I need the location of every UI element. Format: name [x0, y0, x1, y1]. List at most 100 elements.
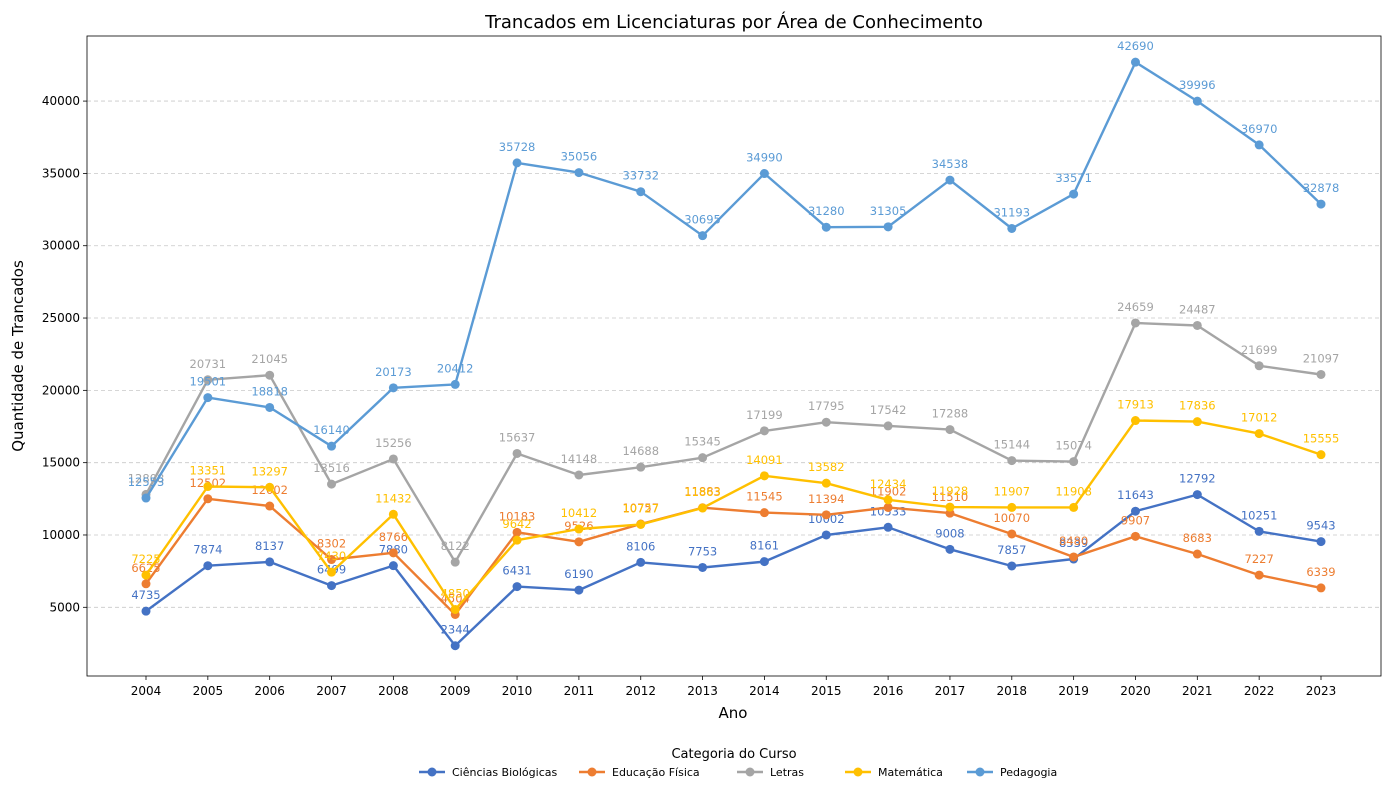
- data-point: [945, 175, 955, 185]
- y-tick-label: 25000: [42, 311, 80, 325]
- data-point: [512, 527, 522, 537]
- x-tick-label: 2016: [873, 684, 904, 698]
- chart-title: Trancados em Licenciaturas por Área de C…: [484, 11, 983, 33]
- data-label: 14148: [561, 452, 598, 466]
- data-point: [512, 158, 522, 168]
- legend-title: Categoria do Curso: [671, 747, 796, 762]
- data-label: 15256: [375, 436, 412, 450]
- x-tick-label: 2014: [749, 684, 780, 698]
- data-point: [450, 379, 460, 389]
- x-tick-label: 2005: [193, 684, 224, 698]
- series-group: 12553 19501 18818 16140 20173 20412 35728 35056…: [128, 39, 1339, 503]
- data-point: [636, 519, 646, 529]
- x-tick-label: 2012: [625, 684, 656, 698]
- data-point: [574, 168, 584, 178]
- data-point: [141, 493, 151, 503]
- data-point: [327, 479, 337, 489]
- series-line: [145, 419, 1322, 611]
- x-tick-label: 2008: [378, 684, 409, 698]
- data-label: 21045: [251, 352, 288, 366]
- data-point: [327, 441, 337, 451]
- x-tick-label: 2011: [564, 684, 595, 698]
- data-point: [1007, 456, 1017, 466]
- data-point: [1007, 529, 1017, 539]
- data-point: [1007, 502, 1017, 512]
- legend-swatch-marker: [427, 767, 437, 777]
- data-label: 8161: [750, 539, 779, 553]
- data-point: [759, 471, 769, 481]
- data-point: [1316, 537, 1326, 547]
- data-label: 34538: [932, 157, 969, 171]
- data-label: 4850: [441, 586, 470, 600]
- x-tick-label: 2006: [254, 684, 285, 698]
- series-group: 7225 13351 13297 7430 11432 4850 9642 10412 1072…: [131, 398, 1339, 614]
- legend-label: Educação Física: [612, 766, 700, 779]
- series-line: [145, 493, 1322, 647]
- data-point: [945, 544, 955, 554]
- data-label: 30695: [684, 213, 721, 227]
- data-label: 21699: [1241, 343, 1278, 357]
- data-point: [883, 222, 893, 232]
- data-point: [388, 548, 398, 558]
- data-label: 8122: [441, 539, 470, 553]
- data-label: 8766: [379, 530, 408, 544]
- data-label: 11863: [684, 485, 721, 499]
- data-label: 20731: [190, 357, 227, 371]
- y-tick-label: 20000: [42, 383, 80, 397]
- data-point: [945, 502, 955, 512]
- data-point: [1254, 526, 1264, 536]
- grid-lines: [87, 100, 1381, 608]
- data-label: 33732: [622, 169, 659, 183]
- legend-label: Letras: [770, 766, 804, 779]
- data-point: [1192, 320, 1202, 330]
- legend-label: Pedagogia: [1000, 766, 1057, 779]
- data-label: 34990: [746, 151, 783, 165]
- series-line: [144, 321, 1322, 564]
- data-point: [141, 570, 151, 580]
- x-tick-label: 2021: [1182, 684, 1213, 698]
- data-label: 9642: [502, 517, 531, 531]
- data-point: [1130, 416, 1140, 426]
- data-label: 16140: [313, 423, 350, 437]
- data-label: 8683: [1183, 531, 1212, 545]
- data-point: [759, 169, 769, 179]
- data-label: 15637: [499, 430, 536, 444]
- data-point: [574, 537, 584, 547]
- data-label: 10251: [1241, 508, 1278, 522]
- data-point: [1007, 223, 1017, 233]
- data-point: [1130, 531, 1140, 541]
- x-axis-label: Ano: [719, 704, 748, 722]
- data-label: 8480: [1059, 534, 1088, 548]
- data-point: [141, 606, 151, 616]
- data-label: 8302: [317, 537, 346, 551]
- data-point: [1130, 57, 1140, 67]
- data-label: 20412: [437, 361, 474, 375]
- data-label: 10070: [993, 511, 1030, 525]
- data-label: 9907: [1121, 513, 1150, 527]
- x-tick-label: 2010: [502, 684, 533, 698]
- data-point: [636, 557, 646, 567]
- data-label: 7430: [317, 549, 346, 563]
- data-label: 14688: [622, 444, 659, 458]
- data-label: 11545: [746, 490, 783, 504]
- data-label: 10412: [561, 506, 598, 520]
- x-tick-label: 2020: [1120, 684, 1151, 698]
- data-point: [1192, 490, 1202, 500]
- x-tick-label: 2007: [316, 684, 347, 698]
- data-point: [821, 222, 831, 232]
- data-point: [945, 425, 955, 435]
- data-label: 17913: [1117, 398, 1154, 412]
- data-label: 10183: [499, 509, 536, 523]
- data-point: [265, 402, 275, 412]
- data-point: [265, 482, 275, 492]
- data-point: [759, 426, 769, 436]
- data-label: 6431: [502, 564, 531, 578]
- data-point: [1254, 361, 1264, 371]
- data-point: [883, 495, 893, 505]
- legend: Categoria do Curso Ciências Biológicas Ed…: [419, 747, 1057, 779]
- data-point: [821, 417, 831, 427]
- data-label: 39996: [1179, 78, 1216, 92]
- data-label: 7225: [131, 552, 160, 566]
- data-label: 33571: [1055, 171, 1092, 185]
